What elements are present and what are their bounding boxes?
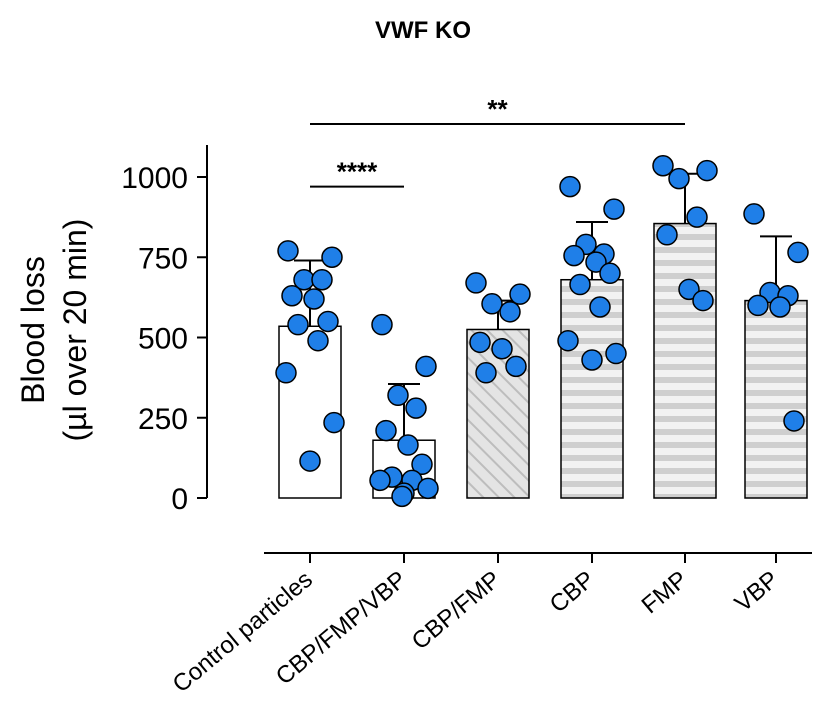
bars [278,222,808,499]
data-point [405,397,427,419]
data-point [696,159,718,182]
y-tick-label: 250 [138,403,188,436]
data-point [603,198,625,220]
data-point [415,355,437,378]
data-point [499,301,521,323]
bar [653,222,717,499]
data-point [371,313,393,336]
data-point [417,477,439,500]
data-point [686,206,708,228]
data-point [652,155,674,177]
data-point [475,362,497,384]
data-point [317,310,339,333]
data-point [311,268,333,291]
y-tick-label: 0 [171,483,188,516]
y-axis-title-line-1: Blood loss [15,256,51,404]
data-point [509,283,531,305]
bar [744,299,808,499]
significance-annotations: ****** [310,94,685,188]
data-point [481,293,503,315]
data-point [321,246,343,268]
data-point [303,288,325,310]
x-tick-label: VBP [730,566,784,618]
significance-label: **** [337,157,378,187]
data-point [605,342,627,365]
bar [560,278,624,499]
data-point [277,240,299,262]
data-point [505,355,527,378]
x-tick-label: CBP [545,566,600,618]
data-point [678,278,700,301]
data-point [569,273,591,296]
data-points [275,155,809,508]
y-tick-label: 1000 [121,162,188,195]
data-point [287,313,309,336]
data-point [581,349,603,371]
data-point [747,294,769,317]
x-tick-label: CBP/FMP [407,566,506,655]
y-axis-title: Blood loss (µl over 20 min) [15,219,93,442]
data-point [375,419,397,442]
data-point [275,362,297,384]
data-point [391,485,413,508]
data-point [783,410,805,432]
x-tick-label: FMP [637,566,693,619]
data-point [656,224,678,246]
data-point [585,251,607,273]
y-tick-label: 750 [138,242,188,275]
error-bars [294,172,792,441]
data-point [369,469,391,492]
data-point [299,450,321,472]
data-point [769,296,791,318]
data-point [465,272,487,294]
data-point [307,329,329,352]
data-point [387,384,409,407]
y-tick-label: 500 [138,323,188,356]
data-point [589,296,611,318]
data-point [397,434,419,456]
significance-label: ** [487,94,508,124]
data-point [743,203,765,225]
data-point [559,175,581,198]
chart-title: VWF KO [375,17,471,44]
data-point [281,285,303,307]
data-point [563,244,585,267]
data-point [787,241,809,264]
data-point [469,331,491,354]
data-point [411,453,433,476]
data-point [557,329,579,352]
data-point [323,411,345,434]
data-point [692,289,714,312]
data-point [599,262,621,285]
data-point [491,337,513,360]
y-axis: 0 250 500 750 1000 [121,145,208,516]
y-axis-title-line-2: (µl over 20 min) [57,219,93,442]
data-point [668,167,690,190]
